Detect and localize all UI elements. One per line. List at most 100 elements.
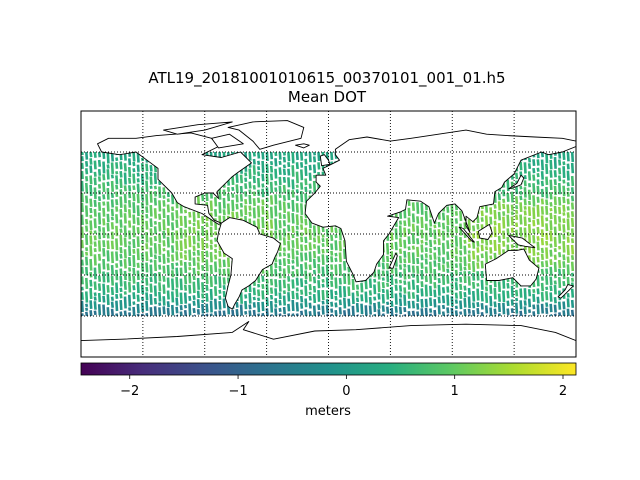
track-segment <box>192 314 196 317</box>
track-segment <box>183 254 188 261</box>
track-segment <box>536 173 540 178</box>
track-segment <box>153 220 157 225</box>
track-segment <box>162 306 166 315</box>
track-segment <box>308 302 312 309</box>
track-segment <box>171 254 175 262</box>
track-segment <box>115 206 119 212</box>
track-segment <box>545 247 549 259</box>
track-segment <box>502 230 506 240</box>
track-segment <box>93 235 97 241</box>
track-segment <box>291 265 295 270</box>
track-segment <box>136 217 140 226</box>
track-segment <box>562 161 566 166</box>
track-segment <box>424 210 428 222</box>
track-segment <box>476 255 480 262</box>
track-segment <box>123 185 127 192</box>
track-segment <box>149 218 153 228</box>
track-segment <box>123 237 127 248</box>
track-segment <box>472 233 476 239</box>
track-segment <box>192 235 196 245</box>
track-segment <box>450 228 454 237</box>
track-segment <box>153 185 157 190</box>
track-segment <box>368 290 372 296</box>
track-segment <box>489 247 493 254</box>
track-segment <box>269 313 274 317</box>
track-segment <box>183 284 188 291</box>
track-segment <box>519 288 523 298</box>
track-segment <box>188 295 192 301</box>
track-segment <box>171 222 175 231</box>
track-segment <box>192 275 196 281</box>
track-segment <box>338 252 342 263</box>
track-segment <box>343 239 347 248</box>
track-segment <box>153 273 157 284</box>
track-segment <box>558 151 562 159</box>
track-segment <box>459 300 463 310</box>
track-segment <box>441 287 446 294</box>
track-segment <box>424 266 428 274</box>
track-segment <box>368 305 372 315</box>
track-segment <box>239 185 243 194</box>
track-segment <box>136 236 140 248</box>
track-segment <box>93 151 97 158</box>
track-segment <box>136 183 140 193</box>
track-segment <box>381 281 385 289</box>
track-segment <box>317 151 321 161</box>
track-segment <box>416 257 420 265</box>
track-segment <box>110 216 114 221</box>
track-segment <box>317 162 321 170</box>
track-segment <box>119 189 123 195</box>
track-segment <box>355 303 360 313</box>
track-segment <box>300 203 304 215</box>
track-segment <box>261 183 265 188</box>
track-segment <box>222 189 226 196</box>
track-segment <box>454 247 458 255</box>
track-segment <box>123 291 127 295</box>
track-segment <box>411 279 415 290</box>
track-segment <box>463 285 467 291</box>
track-segment <box>149 205 153 217</box>
track-segment <box>497 235 501 243</box>
track-segment <box>532 235 536 244</box>
track-segment <box>317 245 321 254</box>
track-segment <box>424 247 428 253</box>
track-segment <box>523 288 527 300</box>
track-segment <box>484 215 489 227</box>
track-segment <box>570 151 575 162</box>
landmass-south-america <box>216 217 281 310</box>
track-segment <box>330 234 334 242</box>
track-segment <box>145 292 149 301</box>
track-segment <box>175 276 179 288</box>
track-segment <box>244 300 248 310</box>
track-segment <box>566 187 570 192</box>
track-segment <box>566 256 570 264</box>
track-segment <box>175 210 179 219</box>
track-segment <box>222 197 226 209</box>
track-segment <box>171 270 175 278</box>
track-segment <box>343 248 347 260</box>
track-segment <box>89 198 93 207</box>
track-segment <box>446 240 450 250</box>
track-segment <box>403 294 407 306</box>
track-segment <box>166 215 170 226</box>
track-segment <box>162 208 166 219</box>
track-segment <box>553 179 557 186</box>
track-segment <box>502 203 506 210</box>
track-segment <box>502 290 506 303</box>
track-segment <box>179 311 183 317</box>
track-segment <box>115 162 119 169</box>
track-segment <box>132 267 136 276</box>
track-segment <box>218 276 222 289</box>
track-segment <box>510 314 514 317</box>
track-segment <box>235 211 239 219</box>
track-segment <box>209 226 213 238</box>
track-segment <box>394 284 398 291</box>
track-segment <box>545 163 549 175</box>
track-segment <box>403 250 407 258</box>
track-segment <box>325 238 329 247</box>
track-segment <box>330 308 334 313</box>
track-segment <box>472 260 476 273</box>
track-segment <box>85 311 89 317</box>
track-segment <box>119 253 123 259</box>
landmass-greenland <box>227 120 305 150</box>
